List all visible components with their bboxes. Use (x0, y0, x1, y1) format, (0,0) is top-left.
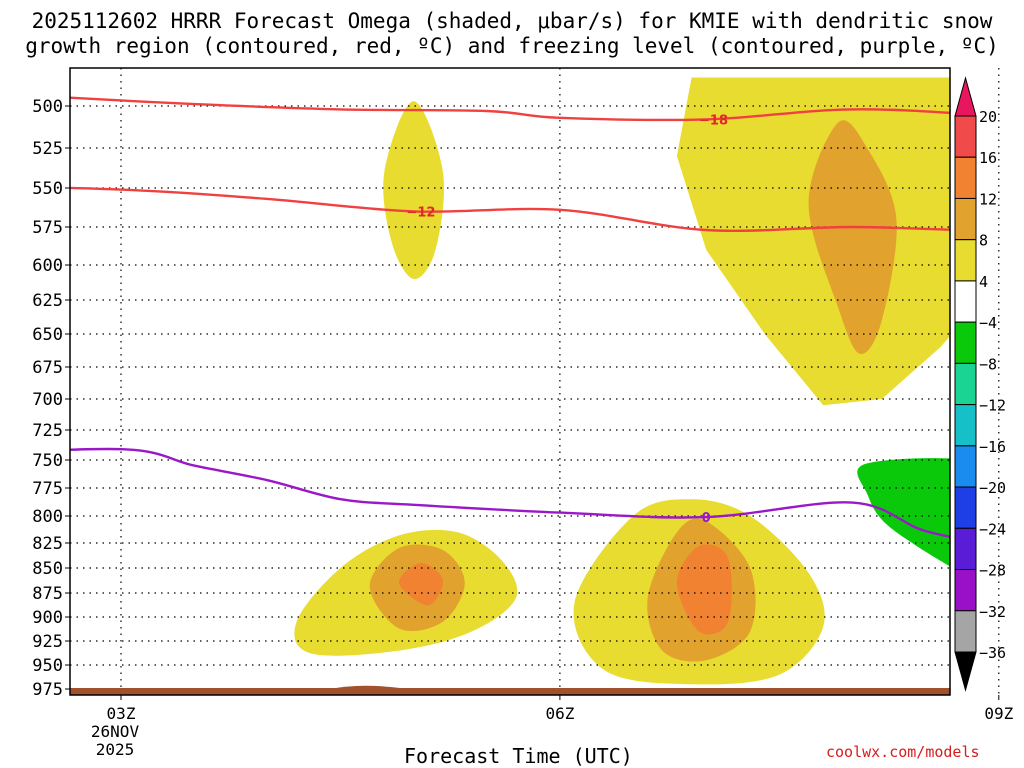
y-tick-label-525: 525 (32, 139, 63, 159)
minus18-contour (70, 96, 950, 122)
chart-title-line2: growth region (contoured, red, ºC) and f… (25, 34, 999, 58)
y-tick-label-550: 550 (32, 179, 63, 199)
minus12-contour (70, 186, 950, 232)
y-tick-label-700: 700 (32, 390, 63, 410)
x-tick-label-06Z: 06Z (545, 704, 574, 723)
omega-shading-layer (294, 77, 950, 685)
chart-title-line1: 2025112602 HRRR Forecast Omega (shaded, … (31, 9, 993, 33)
colorbar: 20 16 12 8 4 −4 −8 −12 −16 −20 −24 −28 −32 −36 (954, 76, 1006, 692)
colorbar-label-3: 8 (979, 232, 988, 250)
y-tick-label-875: 875 (32, 584, 63, 604)
y-tick-label-675: 675 (32, 358, 63, 378)
colorbar-label-2: 12 (979, 190, 997, 208)
y-tick-label-850: 850 (32, 559, 63, 579)
label-minus12: −12 (406, 205, 435, 220)
x-tick-label-09Z: 09Z (984, 704, 1013, 723)
colorbar-swatch-1 (954, 115, 977, 158)
colorbar-swatch-7 (954, 362, 977, 406)
omega_4_8-region-1 (383, 101, 444, 280)
colorbar-label-1: 16 (979, 149, 997, 167)
colorbar-swatch-6 (954, 321, 977, 364)
y-tick-label-500: 500 (32, 97, 63, 117)
x-axis-title: Forecast Time (UTC) (404, 744, 633, 768)
y-tick-label-625: 625 (32, 291, 63, 311)
ground-layer (70, 685, 950, 695)
colorbar-swatch-2 (954, 156, 977, 199)
y-tick-label-775: 775 (32, 479, 63, 499)
credit-link[interactable]: coolwx.com/models (826, 743, 980, 761)
label-freezing-0: 0 (702, 511, 711, 526)
colorbar-swatch-9 (954, 445, 977, 488)
colorbar-swatch-13 (954, 610, 977, 653)
colorbar-label-4: 4 (979, 273, 988, 291)
colorbar-label-6: −8 (979, 355, 997, 373)
y-tick-label-925: 925 (32, 632, 63, 652)
y-tick-label-650: 650 (32, 325, 63, 345)
colorbar-swatch-4 (954, 239, 977, 282)
y-tick-label-950: 950 (32, 656, 63, 676)
x-axis: 03Z26NOV202506Z09Z12Z15Z18Z (91, 695, 1014, 759)
y-tick-label-750: 750 (32, 451, 63, 471)
x-tick-label-03Z: 03Z (107, 704, 136, 723)
freezing-contour (70, 447, 950, 538)
y-tick-label-900: 900 (32, 608, 63, 628)
ground-strip (70, 688, 950, 695)
contour-labels: −18 −12 0 (406, 113, 728, 526)
y-tick-label-725: 725 (32, 421, 63, 441)
omega_12_16-region-1 (398, 562, 444, 606)
colorbar-label-13: −36 (979, 644, 1006, 662)
y-axis: 500 525 550 575 600 625 650 675 700 725 750 775 800 8… (32, 97, 70, 700)
plot-frame (69, 67, 951, 696)
colorbar-label-11: −28 (979, 562, 1006, 580)
colorbar-label-9: −20 (979, 479, 1006, 497)
label-minus18: −18 (699, 113, 728, 128)
colorbar-top-arrow (954, 76, 977, 117)
contour-layer (70, 96, 950, 538)
colorbar-bottom-arrow (954, 651, 977, 692)
x-date-label: 26NOV (91, 722, 140, 741)
x-year-label: 2025 (96, 740, 135, 759)
y-tick-label-575: 575 (32, 218, 63, 238)
colorbar-label-12: −32 (979, 603, 1006, 621)
y-tick-label-600: 600 (32, 256, 63, 276)
omega_neg4_neg8-region-1 (857, 458, 950, 567)
colorbar-swatch-5 (954, 280, 977, 323)
colorbar-label-10: −24 (979, 520, 1006, 538)
ground-bump (330, 685, 400, 689)
colorbar-label-7: −12 (979, 397, 1006, 415)
y-tick-label-825: 825 (32, 534, 63, 554)
omega_8_12-region-1 (808, 120, 897, 355)
colorbar-swatch-8 (954, 404, 977, 447)
y-tick-label-800: 800 (32, 507, 63, 527)
omega_12_16-region-2 (676, 544, 732, 635)
y-tick-label-975: 975 (32, 680, 63, 700)
colorbar-label-8: −16 (979, 438, 1006, 456)
colorbar-swatch-12 (954, 569, 977, 612)
colorbar-label-5: −4 (979, 314, 997, 332)
colorbar-label-0: 20 (979, 108, 997, 126)
grid-layer (70, 68, 1000, 695)
colorbar-swatch-3 (954, 197, 977, 241)
colorbar-swatch-11 (954, 527, 977, 571)
omega_4_8-region-2 (676, 77, 950, 406)
colorbar-swatch-10 (954, 486, 977, 529)
